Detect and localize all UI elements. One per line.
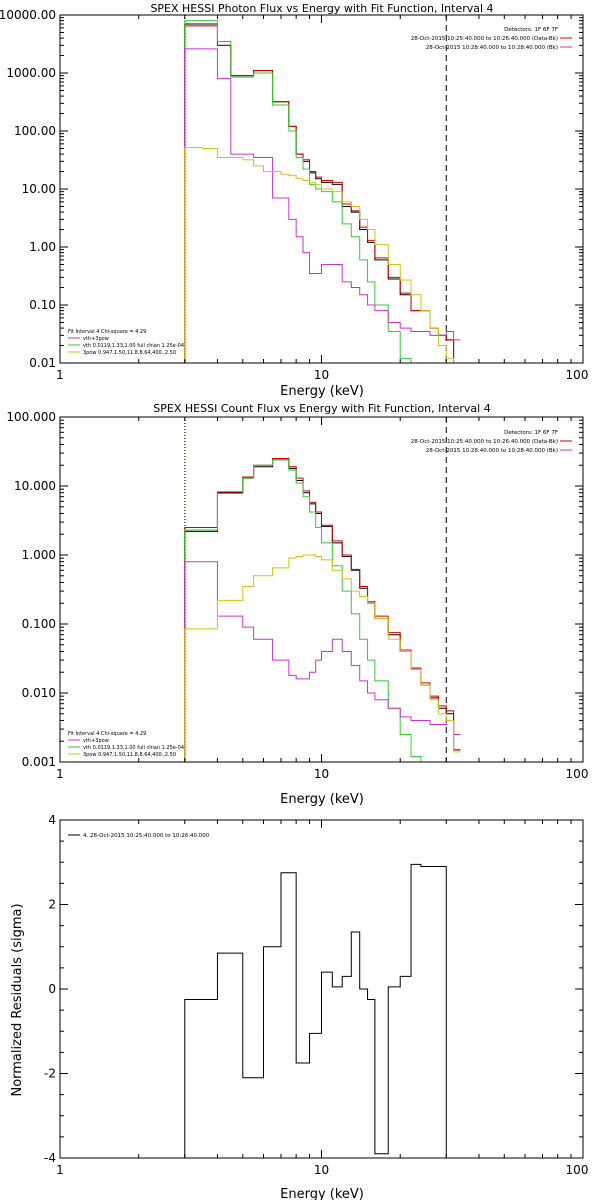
series-line-4 xyxy=(184,146,455,363)
y-tick-label: 1.000 xyxy=(22,548,56,562)
photon-flux-panel: SPEX HESSI Photon Flux vs Energy with Fi… xyxy=(0,2,589,399)
legend-entry: 4. 28-Oct-2015 10:25:40.000 to 10:26:40.… xyxy=(83,833,210,839)
y-tick-label: 0.10 xyxy=(29,298,56,312)
count-flux-panel: SPEX HESSI Count Flux vs Energy with Fit… xyxy=(6,402,589,807)
y-tick-label: 100.00 xyxy=(14,124,56,138)
legend-entry: 3pow 0.947,1.50,11.8,8.64,400.,2.50 xyxy=(83,350,176,356)
residuals-xlabel: Energy (keV) xyxy=(280,1187,364,1200)
residuals-panel: Energy (keV) Normalized Residuals (sigma… xyxy=(10,813,588,1200)
residuals-ylabel: Normalized Residuals (sigma) xyxy=(10,903,25,1096)
x-tick-label: 100 xyxy=(566,1163,589,1177)
count-flux-title: SPEX HESSI Count Flux vs Energy with Fit… xyxy=(153,402,490,415)
y-tick-label: 0.100 xyxy=(22,617,56,631)
x-tick-label: 100 xyxy=(566,368,589,382)
y-tick-label: 0.001 xyxy=(22,755,56,769)
plot-area xyxy=(184,863,447,1158)
legend-entry: vth 0.0119,1.33,1.00 full chian 1.25e-04 xyxy=(83,343,184,349)
info-text: Detectors: 1F 6F 7F xyxy=(504,27,558,33)
y-tick-label: 4 xyxy=(48,813,56,827)
y-tick-label: 10000.00 xyxy=(0,8,56,22)
x-tick-label: 10 xyxy=(314,368,329,382)
y-tick-label: 2 xyxy=(48,898,56,912)
y-tick-label: -4 xyxy=(44,1151,56,1165)
plot-frame xyxy=(59,416,584,763)
y-tick-label: 0.010 xyxy=(22,686,56,700)
y-tick-label: 1000.00 xyxy=(6,66,56,80)
plot-area xyxy=(184,15,461,363)
legend-entry: Fit Interval 4 Chi-square = 4.29 xyxy=(68,329,146,335)
info-text: 28-Oct-2015 10:28:40.000 to 10:28:40.000… xyxy=(426,448,558,454)
y-tick-label: 10.000 xyxy=(14,479,56,493)
series-line-2 xyxy=(184,20,412,363)
series-line-3 xyxy=(184,48,461,363)
series-line-0 xyxy=(184,23,455,363)
y-tick-label: 0 xyxy=(48,982,56,996)
legend-entry: vth 0.0119,1.33,1.00 full chian 1.25e-04 xyxy=(83,745,184,751)
legend-entry: Fit Interval 4 Chi-square = 4.29 xyxy=(68,731,146,737)
plot-area xyxy=(184,417,461,762)
series-line-4 xyxy=(184,554,461,762)
legend-entry: 3pow 0.947,1.50,11.8,8.64,400.,2.50 xyxy=(83,752,176,758)
x-tick-label: 10 xyxy=(314,1163,329,1177)
y-tick-label: 1.00 xyxy=(29,240,56,254)
legend-entry: vth+3pow xyxy=(83,738,109,744)
y-tick-label: 100.000 xyxy=(6,410,56,424)
photon-flux-xlabel: Energy (keV) xyxy=(280,384,364,399)
count-flux-xlabel: Energy (keV) xyxy=(280,792,364,807)
info-text: 28-Oct-2015 10:28:40.000 to 10:28:40.000… xyxy=(426,45,558,51)
info-text: 28-Oct-2015 10:25:40.000 to 10:26:40.000… xyxy=(411,36,558,42)
series-line-3 xyxy=(184,561,461,762)
y-tick-label: 10.00 xyxy=(22,182,56,196)
series-line-1 xyxy=(184,25,455,363)
y-tick-label: -2 xyxy=(44,1067,56,1081)
series-line-0 xyxy=(184,863,447,1158)
info-text: 28-Oct-2015 10:25:40.000 to 10:26:40.000… xyxy=(411,439,558,445)
x-tick-label: 100 xyxy=(566,767,589,781)
x-tick-label: 1 xyxy=(56,767,64,781)
x-tick-label: 1 xyxy=(56,368,64,382)
legend-entry: vth+3pow xyxy=(83,336,109,342)
y-tick-label: 0.01 xyxy=(29,356,56,370)
series-line-2 xyxy=(184,459,422,762)
photon-flux-title: SPEX HESSI Photon Flux vs Energy with Fi… xyxy=(150,2,493,15)
x-tick-label: 1 xyxy=(56,1163,64,1177)
info-text: Detectors: 1F 6F 7F xyxy=(504,430,558,436)
x-tick-label: 10 xyxy=(314,767,329,781)
